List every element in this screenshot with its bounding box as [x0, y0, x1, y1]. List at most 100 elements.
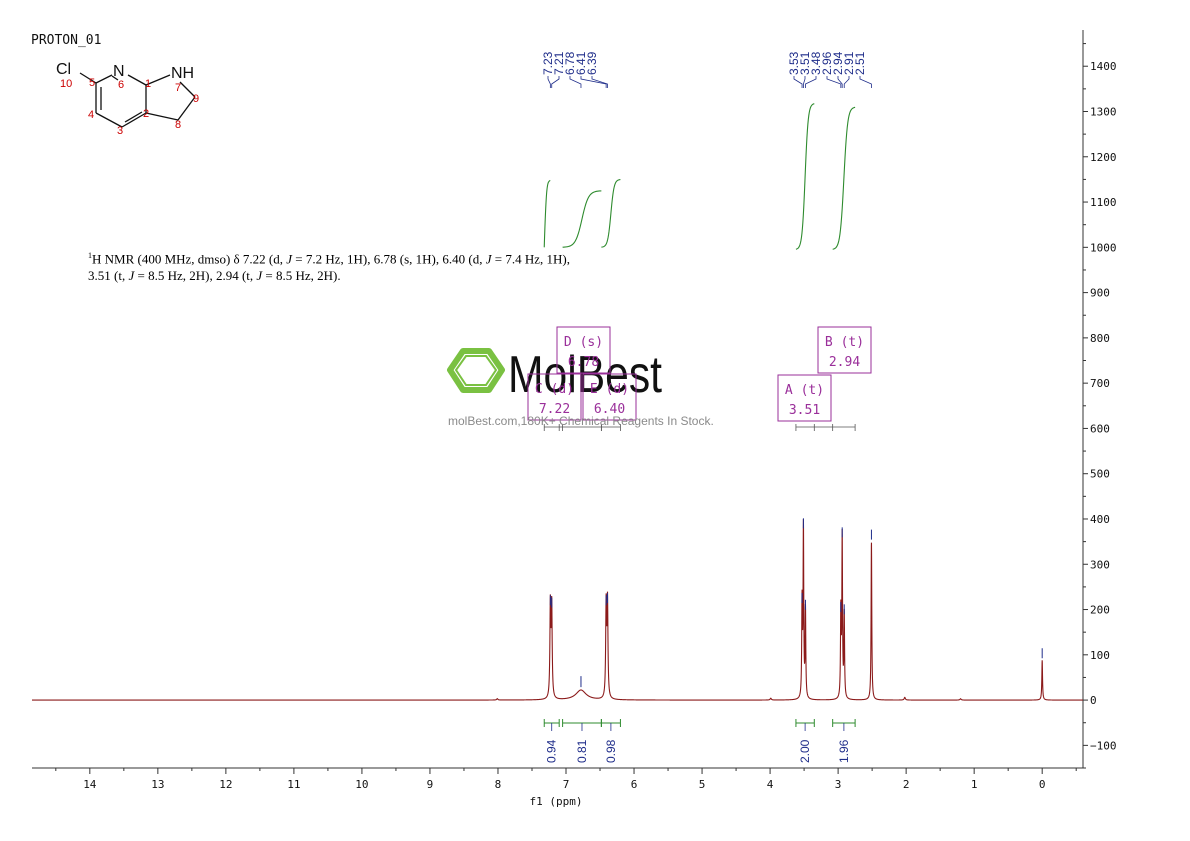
atom-number: 5 [89, 77, 95, 89]
bond [95, 112, 123, 128]
integral-labels: 0.94 0.81 0.98 2.00 1.96 [543, 719, 856, 763]
peak-label-connector [569, 76, 582, 88]
peak-label: 6.39 [585, 51, 599, 75]
y-tick-label: 300 [1090, 558, 1110, 571]
y-tick-label: 400 [1090, 513, 1110, 526]
multiplet-shift: 2.94 [829, 355, 860, 370]
atom-number: 9 [193, 93, 199, 105]
x-tick-label: 10 [355, 778, 368, 791]
peak-label: 2.96 [820, 51, 834, 75]
atom-label: Cl [56, 61, 71, 78]
multiplet-box-frame [582, 373, 637, 421]
multiplet-shift: 6.40 [594, 402, 625, 417]
spectrum-layer [32, 518, 1083, 701]
atom-number: 4 [88, 109, 94, 121]
multiplet-box: E (d) 6.40 [582, 373, 637, 421]
bond [127, 74, 147, 86]
x-axis-label: f1 (ppm) [530, 795, 583, 808]
bond [124, 111, 143, 123]
peak-label: 6.41 [574, 51, 588, 75]
structure-labels: Cl N NH 10 5 6 1 7 9 4 2 8 3 [56, 61, 199, 137]
y-tick-label: 1200 [1090, 151, 1117, 164]
y-tick-label: 0 [1090, 694, 1097, 707]
multiplet-shift: 3.51 [789, 403, 820, 418]
multiplet-boxes: D (s) 6.78 C (d) 7.22 E (d) 6.40 A (t) 3.51 B (t… [527, 326, 872, 431]
integral-curve [601, 179, 621, 248]
multiplet-box-frame [777, 374, 832, 422]
y-tick-label: 1100 [1090, 196, 1117, 209]
atom-number: 3 [117, 125, 123, 137]
x-tick-label: 4 [767, 778, 774, 791]
multiplet-label: B (t) [825, 335, 864, 350]
x-tick-label: 14 [83, 778, 97, 791]
bond [179, 81, 196, 98]
x-tick-label: 1 [971, 778, 978, 791]
multiplet-label: E (d) [590, 382, 629, 397]
y-tick-label: 800 [1090, 332, 1110, 345]
nmr-description: 1H NMR (400 MHz, dmso) δ 7.22 (d, J = 7.… [88, 251, 570, 284]
multiplet-box-frame [556, 326, 611, 374]
bond [95, 74, 113, 84]
multiplet-shift: 6.78 [568, 355, 599, 370]
integral-value: 2.00 [798, 739, 812, 763]
y-tick-label: 500 [1090, 468, 1110, 481]
watermark-brand: MolBest [508, 346, 662, 404]
multiplet-box: B (t) 2.94 [817, 326, 872, 374]
chemical-structure [79, 72, 196, 128]
atom-label: N [113, 63, 125, 80]
atom-number: 8 [175, 119, 181, 131]
atom-number: 6 [118, 79, 124, 91]
peak-label: 7.23 [541, 51, 555, 75]
peak-label-connector [551, 76, 560, 88]
x-tick-label: 3 [835, 778, 842, 791]
x-axis: 14 13 12 11 10 9 8 7 6 5 4 3 2 1 0 [32, 767, 1083, 791]
peak-label-connector [591, 76, 608, 88]
y-tick-label: 100 [1090, 649, 1110, 662]
y-tick-label: 900 [1090, 287, 1110, 300]
peak-label-connector [837, 76, 843, 88]
y-axis: 1400130012001100100090080070060050040030… [1082, 30, 1117, 769]
multiplet-box: C (d) 7.22 [527, 373, 582, 421]
molbest-watermark: MolBest [447, 346, 662, 404]
page-title: PROTON_01 [31, 33, 101, 48]
peak-label-connector [793, 76, 803, 88]
peak-markers [549, 518, 1043, 688]
integral-curve [832, 106, 856, 250]
x-tick-label: 7 [563, 778, 570, 791]
multiplet-box-frame [817, 326, 872, 374]
peak-label: 6.78 [563, 51, 577, 75]
integral-value: 1.96 [837, 739, 851, 763]
multiplet-label: C (d) [535, 382, 574, 397]
peak-label: 3.51 [798, 51, 812, 75]
multiplet-box-frame [527, 373, 582, 421]
multiplet-box: D (s) 6.78 [556, 326, 611, 374]
peak-label-connector [803, 76, 806, 88]
multiplet-shift: 7.22 [539, 402, 570, 417]
peak-label-connector [805, 76, 817, 88]
x-tick-label: 12 [219, 778, 232, 791]
y-tick-label: 1300 [1090, 105, 1117, 118]
integral-curves [543, 103, 856, 250]
atom-number: 10 [60, 78, 72, 90]
peak-label: 2.51 [853, 51, 867, 75]
x-tick-label: 0 [1039, 778, 1046, 791]
integral-value: 0.81 [575, 739, 589, 763]
atom-number: 1 [145, 78, 151, 90]
x-tick-label: 9 [427, 778, 434, 791]
atom-number: 2 [143, 108, 149, 120]
y-tick-label: −100 [1090, 739, 1117, 752]
peak-label: 3.53 [787, 51, 801, 75]
bond [121, 112, 147, 128]
integral-value: 0.98 [604, 739, 618, 763]
y-tick-label: 700 [1090, 377, 1110, 390]
peak-label: 2.91 [842, 51, 856, 75]
y-tick-label: 600 [1090, 422, 1110, 435]
multiplet-box: A (t) 3.51 [777, 374, 832, 422]
peak-label-connector [547, 76, 551, 88]
bond [79, 72, 97, 84]
x-tick-label: 8 [495, 778, 502, 791]
x-tick-label: 5 [699, 778, 706, 791]
bond [111, 75, 119, 81]
bond [177, 96, 196, 121]
